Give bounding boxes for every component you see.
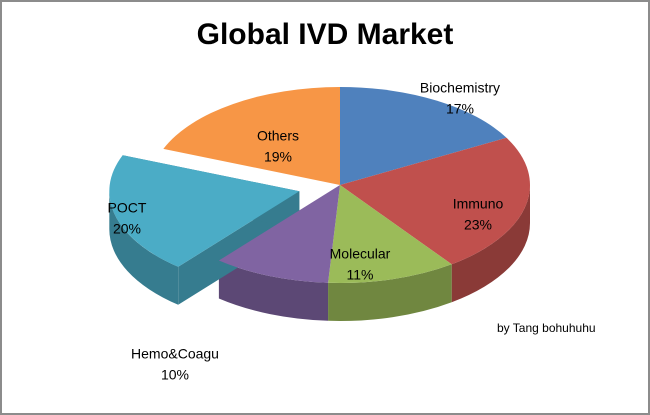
slice: [340, 137, 530, 265]
slice-side: [218, 260, 329, 321]
category-label: Immuno: [453, 196, 504, 212]
value-label: 19%: [264, 149, 292, 165]
category-label: Others: [257, 128, 299, 144]
category-label: Hemo&Coagu: [131, 346, 219, 362]
value-label: 23%: [464, 217, 492, 233]
slice-side: [328, 264, 452, 321]
slice: [218, 185, 340, 283]
slice: [328, 185, 452, 283]
category-label: POCT: [108, 200, 147, 216]
chart-title: Global IVD Market: [197, 18, 454, 51]
value-label: 17%: [446, 101, 474, 117]
slice: [340, 87, 507, 185]
value-label: 20%: [113, 221, 141, 237]
slice-side: [451, 185, 530, 303]
slice-side: [109, 191, 179, 305]
slice: [109, 155, 300, 267]
category-label: Molecular: [330, 246, 391, 262]
value-label: 10%: [161, 367, 189, 383]
slice: [163, 87, 340, 185]
value-label: 11%: [347, 267, 374, 283]
annotation: by Tang bohuhuhu: [497, 321, 596, 335]
category-label: Biochemistry: [420, 80, 500, 96]
